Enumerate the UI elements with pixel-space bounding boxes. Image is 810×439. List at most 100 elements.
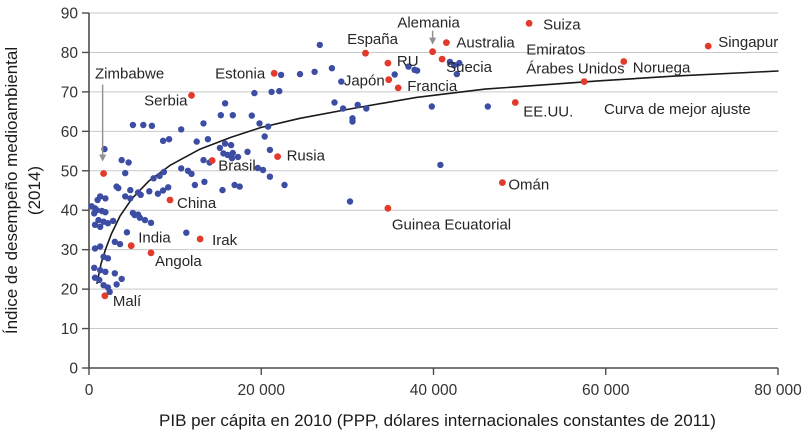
- data-point-blue-85: [231, 181, 238, 189]
- data-point-blue-91: [254, 164, 261, 172]
- data-point-irak: [196, 235, 204, 243]
- data-point-blue-31: [113, 281, 120, 288]
- data-point-blue-89: [248, 112, 255, 119]
- data-point-blue-38: [123, 229, 131, 236]
- data-point-blue-117: [413, 67, 421, 74]
- data-point-alemania: [429, 48, 436, 56]
- country-label-suiza: Suiza: [543, 16, 581, 33]
- y-tick-label-20: 20: [61, 282, 79, 299]
- data-point-blue-49: [140, 121, 147, 129]
- data-point-blue-21: [102, 209, 109, 216]
- data-point-blue-68: [193, 138, 200, 145]
- data-point-blue-4: [91, 221, 99, 228]
- data-point-blue-69: [200, 120, 207, 127]
- y-tick-label-10: 10: [61, 321, 79, 338]
- data-point-blue-70: [200, 156, 207, 164]
- data-point-blue-119: [437, 161, 444, 169]
- data-point-brasil: [208, 157, 216, 164]
- country-label-jap-n: Japón: [344, 73, 385, 90]
- data-point-blue-115: [405, 63, 412, 70]
- data-point-blue-37: [122, 193, 129, 200]
- data-point-blue-84: [229, 149, 236, 157]
- data-point-blue-74: [216, 144, 224, 152]
- data-point-singapur: [704, 42, 712, 50]
- data-point-ee-uu-: [511, 99, 519, 106]
- data-point-blue-57: [159, 137, 167, 144]
- data-point-blue-26: [106, 288, 113, 296]
- data-point-blue-54: [150, 175, 157, 182]
- country-label-serbia: Serbia: [144, 92, 188, 109]
- country-label-zimbabwe: Zimbabwe: [95, 66, 164, 83]
- country-label-guinea-ecuatorial: Guinea Ecuatorial: [392, 216, 511, 233]
- annotation-arrow-head: [99, 154, 107, 162]
- country-label-australia: Australia: [456, 35, 515, 52]
- data-point-suecia: [438, 55, 446, 63]
- y-tick-label-70: 70: [61, 84, 79, 101]
- data-point-blue-12: [97, 223, 104, 230]
- y-tick-label-40: 40: [61, 203, 79, 220]
- country-label-espa-a: España: [347, 31, 399, 48]
- data-point-blue-59: [160, 168, 168, 176]
- data-point-espa-a: [362, 49, 369, 57]
- data-point-ru: [384, 59, 392, 67]
- data-point-blue-90: [251, 89, 258, 97]
- data-point-blue-56: [156, 172, 163, 180]
- x-tick-label-40000: 40 000: [410, 382, 458, 399]
- data-point-blue-32: [115, 184, 122, 192]
- data-point-blue-67: [191, 181, 199, 189]
- y-tick-label-30: 30: [61, 242, 79, 259]
- data-point-blue-94: [261, 133, 268, 140]
- country-label-ru: RU: [397, 53, 419, 70]
- data-point-om-n: [499, 179, 506, 187]
- data-point-blue-118: [428, 103, 435, 110]
- data-point-guinea-ecuatorial: [384, 204, 392, 212]
- data-point-blue-97: [266, 173, 274, 180]
- country-label-mal-: Malí: [113, 293, 142, 310]
- data-point-blue-78: [221, 100, 229, 107]
- data-point-blue-121: [451, 61, 458, 69]
- data-point-blue-22: [102, 268, 109, 275]
- data-point-blue-88: [244, 148, 251, 155]
- data-point-blue-123: [456, 59, 463, 67]
- data-point-blue-103: [311, 68, 318, 76]
- country-label-francia: Francia: [407, 78, 458, 95]
- data-point-india: [127, 242, 135, 250]
- data-point-blue-101: [281, 181, 288, 189]
- y-axis-title-line2: (2014): [25, 166, 44, 215]
- data-point-blue-122: [453, 70, 460, 78]
- data-point-blue-55: [154, 190, 162, 197]
- data-point-blue-5: [91, 245, 99, 252]
- data-point-blue-53: [148, 122, 156, 129]
- data-point-blue-63: [178, 165, 185, 172]
- data-point-blue-124: [484, 103, 491, 110]
- country-label-singapur: Singapur: [718, 34, 778, 51]
- data-point-blue-58: [159, 187, 167, 194]
- data-point-blue-105: [328, 65, 336, 72]
- data-point-blue-98: [268, 88, 275, 96]
- data-point-blue-75: [217, 112, 224, 119]
- country-label-om-n: Omán: [508, 177, 549, 194]
- data-point-blue-61: [165, 136, 173, 143]
- country-label-alemania: Alemania: [397, 15, 460, 32]
- data-point-blue-27: [109, 217, 117, 225]
- country-label-india: India: [138, 230, 171, 247]
- data-point-blue-82: [228, 155, 236, 162]
- y-tick-label-60: 60: [61, 124, 79, 141]
- data-point-blue-92: [256, 120, 263, 127]
- data-point-blue-20: [102, 195, 109, 202]
- data-point-blue-108: [339, 105, 347, 112]
- data-point-blue-34: [118, 156, 125, 164]
- data-point-angola: [147, 249, 155, 257]
- best-fit-curve-label: Curva de mejor ajuste: [604, 101, 751, 118]
- data-point-noruega: [620, 58, 628, 65]
- data-point-china: [166, 196, 174, 204]
- data-point-blue-107: [338, 78, 345, 85]
- data-point-blue-36: [122, 169, 129, 177]
- country-label-estonia: Estonia: [215, 65, 266, 82]
- data-point-blue-87: [236, 183, 243, 190]
- data-point-blue-64: [183, 229, 190, 236]
- data-point-blue-23: [104, 220, 112, 227]
- data-point-blue-29: [111, 270, 119, 277]
- data-point-blue-47: [136, 214, 143, 221]
